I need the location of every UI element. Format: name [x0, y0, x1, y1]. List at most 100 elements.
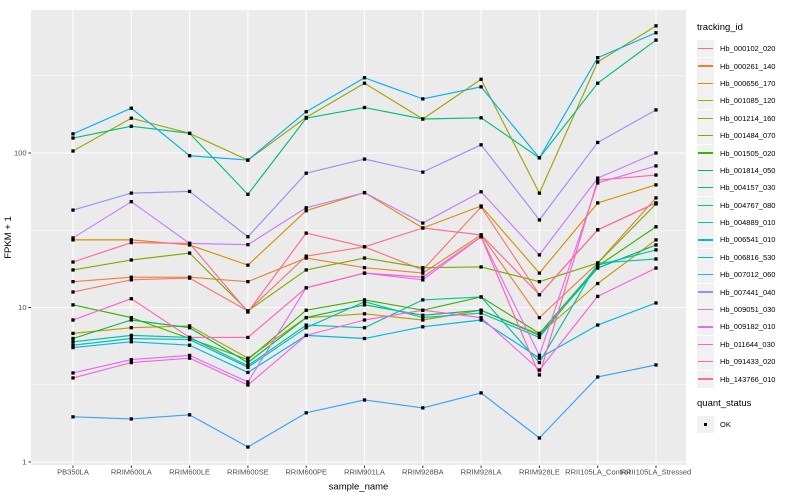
data-point-Hb_004767_080: [537, 360, 542, 365]
data-point-Hb_004889_010: [71, 343, 75, 347]
data-point-Hb_004157_030: [187, 131, 192, 136]
data-point-Hb_001484_070: [537, 279, 542, 284]
data-point-Hb_143766_010: [304, 231, 308, 235]
legend-item-Hb_009051_030: Hb_009051_030: [697, 301, 797, 319]
data-point-Hb_004767_080: [71, 340, 75, 344]
data-point-Hb_000656_170: [71, 238, 75, 242]
data-point-Hb_004157_030: [596, 81, 600, 85]
legend-item-Hb_007012_060: Hb_007012_060: [697, 266, 797, 284]
x-tick-label: RRIM928LA: [461, 468, 502, 477]
data-point-Hb_004767_080: [596, 261, 600, 265]
data-point-Hb_011644_030: [421, 308, 425, 312]
data-point-Hb_001505_020: [129, 315, 133, 320]
data-point-Hb_004767_080: [479, 295, 483, 299]
line-swatch-icon: [697, 266, 714, 284]
data-point-Hb_009051_030: [129, 200, 133, 204]
data-point-Hb_004767_080: [421, 298, 425, 302]
legend-item-Hb_001814_050: Hb_001814_050: [697, 161, 797, 179]
line-swatch-icon: [697, 144, 714, 162]
data-point-Hb_143766_010: [537, 293, 542, 297]
data-point-Hb_011644_030: [654, 266, 658, 270]
data-point-Hb_006816_530: [187, 154, 192, 158]
data-point-Hb_001505_020: [537, 331, 542, 336]
y-axis-title: FPKM + 1: [3, 216, 14, 259]
data-point-Hb_007441_040: [421, 170, 425, 174]
data-point-Hb_001505_020: [71, 303, 75, 307]
data-point-Hb_007441_040: [596, 140, 600, 145]
legend-item-Hb_011644_030: Hb_011644_030: [697, 335, 797, 353]
chart-legend: tracking_id Hb_000102_020 Hb_000261_140 Hb…: [697, 22, 797, 433]
data-point-Hb_007441_040: [187, 189, 192, 194]
data-point-Hb_006816_530: [421, 97, 425, 101]
data-point-Hb_009051_030: [246, 243, 250, 247]
data-point-Hb_001085_120: [362, 312, 367, 316]
line-swatch-icon: [697, 196, 714, 214]
data-point-Hb_001814_050: [129, 318, 133, 322]
data-point-Hb_000656_170: [479, 204, 483, 208]
data-point-Hb_009182_010: [71, 371, 75, 375]
data-point-Hb_009051_030: [304, 206, 308, 210]
legend-item-label: Hb_001214_160: [720, 113, 776, 123]
data-point-Hb_091433_020: [304, 286, 308, 290]
data-point-Hb_011644_030: [187, 356, 192, 360]
legend-title-tracking-id: tracking_id: [697, 22, 743, 33]
data-point-Hb_007012_060: [187, 413, 192, 417]
y-tick-label: 1: [22, 458, 26, 467]
legend-item-label: Hb_004157_030: [720, 183, 776, 193]
data-point-Hb_001814_050: [304, 315, 308, 320]
data-point-Hb_009051_030: [479, 190, 483, 194]
data-point-Hb_009182_010: [246, 380, 250, 384]
data-point-Hb_000656_170: [596, 201, 600, 205]
data-point-Hb_004157_030: [129, 124, 133, 128]
data-point-Hb_004889_010: [421, 315, 425, 320]
data-point-Hb_011644_030: [537, 368, 542, 372]
data-point-Hb_004157_030: [71, 136, 75, 140]
data-point-Hb_001214_160: [537, 191, 542, 195]
data-point-Hb_000261_140: [304, 256, 308, 260]
line-swatch-icon: [697, 301, 714, 319]
data-point-Hb_004157_030: [421, 117, 425, 121]
data-point-Hb_009182_010: [596, 181, 600, 185]
data-point-Hb_007012_060: [596, 375, 600, 379]
legend-item-Hb_000102_020: Hb_000102_020: [697, 40, 797, 58]
data-point-Hb_001085_120: [71, 331, 75, 336]
data-point-Hb_000102_020: [421, 268, 425, 272]
legend-item-ok: OK: [697, 416, 797, 433]
x-tick-label: PB350LA: [57, 468, 89, 477]
data-point-Hb_007012_060: [421, 406, 425, 410]
data-point-Hb_006541_010: [537, 356, 542, 360]
legend-item-Hb_004767_080: Hb_004767_080: [697, 196, 797, 214]
data-point-Hb_000656_170: [304, 209, 308, 213]
data-point-Hb_004889_010: [362, 300, 367, 304]
legend-item-label: Hb_001484_070: [720, 131, 776, 141]
data-point-Hb_009182_010: [129, 357, 133, 362]
filled-square-icon: [697, 416, 714, 433]
data-point-Hb_001814_050: [71, 336, 75, 341]
data-point-Hb_091433_020: [537, 373, 542, 377]
data-point-Hb_006816_530: [362, 76, 367, 80]
data-point-Hb_006541_010: [479, 318, 483, 322]
data-point-Hb_011644_030: [596, 294, 600, 299]
data-point-Hb_006816_530: [304, 110, 308, 114]
legend-item-Hb_007441_040: Hb_007441_040: [697, 283, 797, 301]
data-point-Hb_004767_080: [362, 326, 367, 330]
x-tick-label: RRII105LA_Stressed: [621, 468, 691, 477]
data-point-Hb_007012_060: [537, 436, 542, 440]
data-point-Hb_006541_010: [421, 325, 425, 329]
legend-item-Hb_006541_010: Hb_006541_010: [697, 231, 797, 249]
line-swatch-icon: [697, 248, 714, 266]
data-point-Hb_009051_030: [596, 176, 600, 180]
data-point-Hb_007441_040: [304, 171, 308, 175]
data-point-Hb_011644_030: [129, 360, 133, 365]
x-tick-label: RRIM928LE: [519, 468, 560, 477]
data-point-Hb_006541_010: [596, 323, 600, 327]
x-tick-label: RRIM901LA: [344, 468, 385, 477]
legend-item-Hb_004889_010: Hb_004889_010: [697, 214, 797, 232]
legend-item-Hb_004157_030: Hb_004157_030: [697, 179, 797, 197]
legend-item-label: Hb_000656_170: [720, 78, 776, 88]
data-point-Hb_001814_050: [537, 333, 542, 338]
data-point-Hb_001484_070: [71, 268, 75, 272]
data-point-Hb_000261_140: [129, 275, 133, 279]
data-point-Hb_143766_010: [187, 241, 192, 246]
